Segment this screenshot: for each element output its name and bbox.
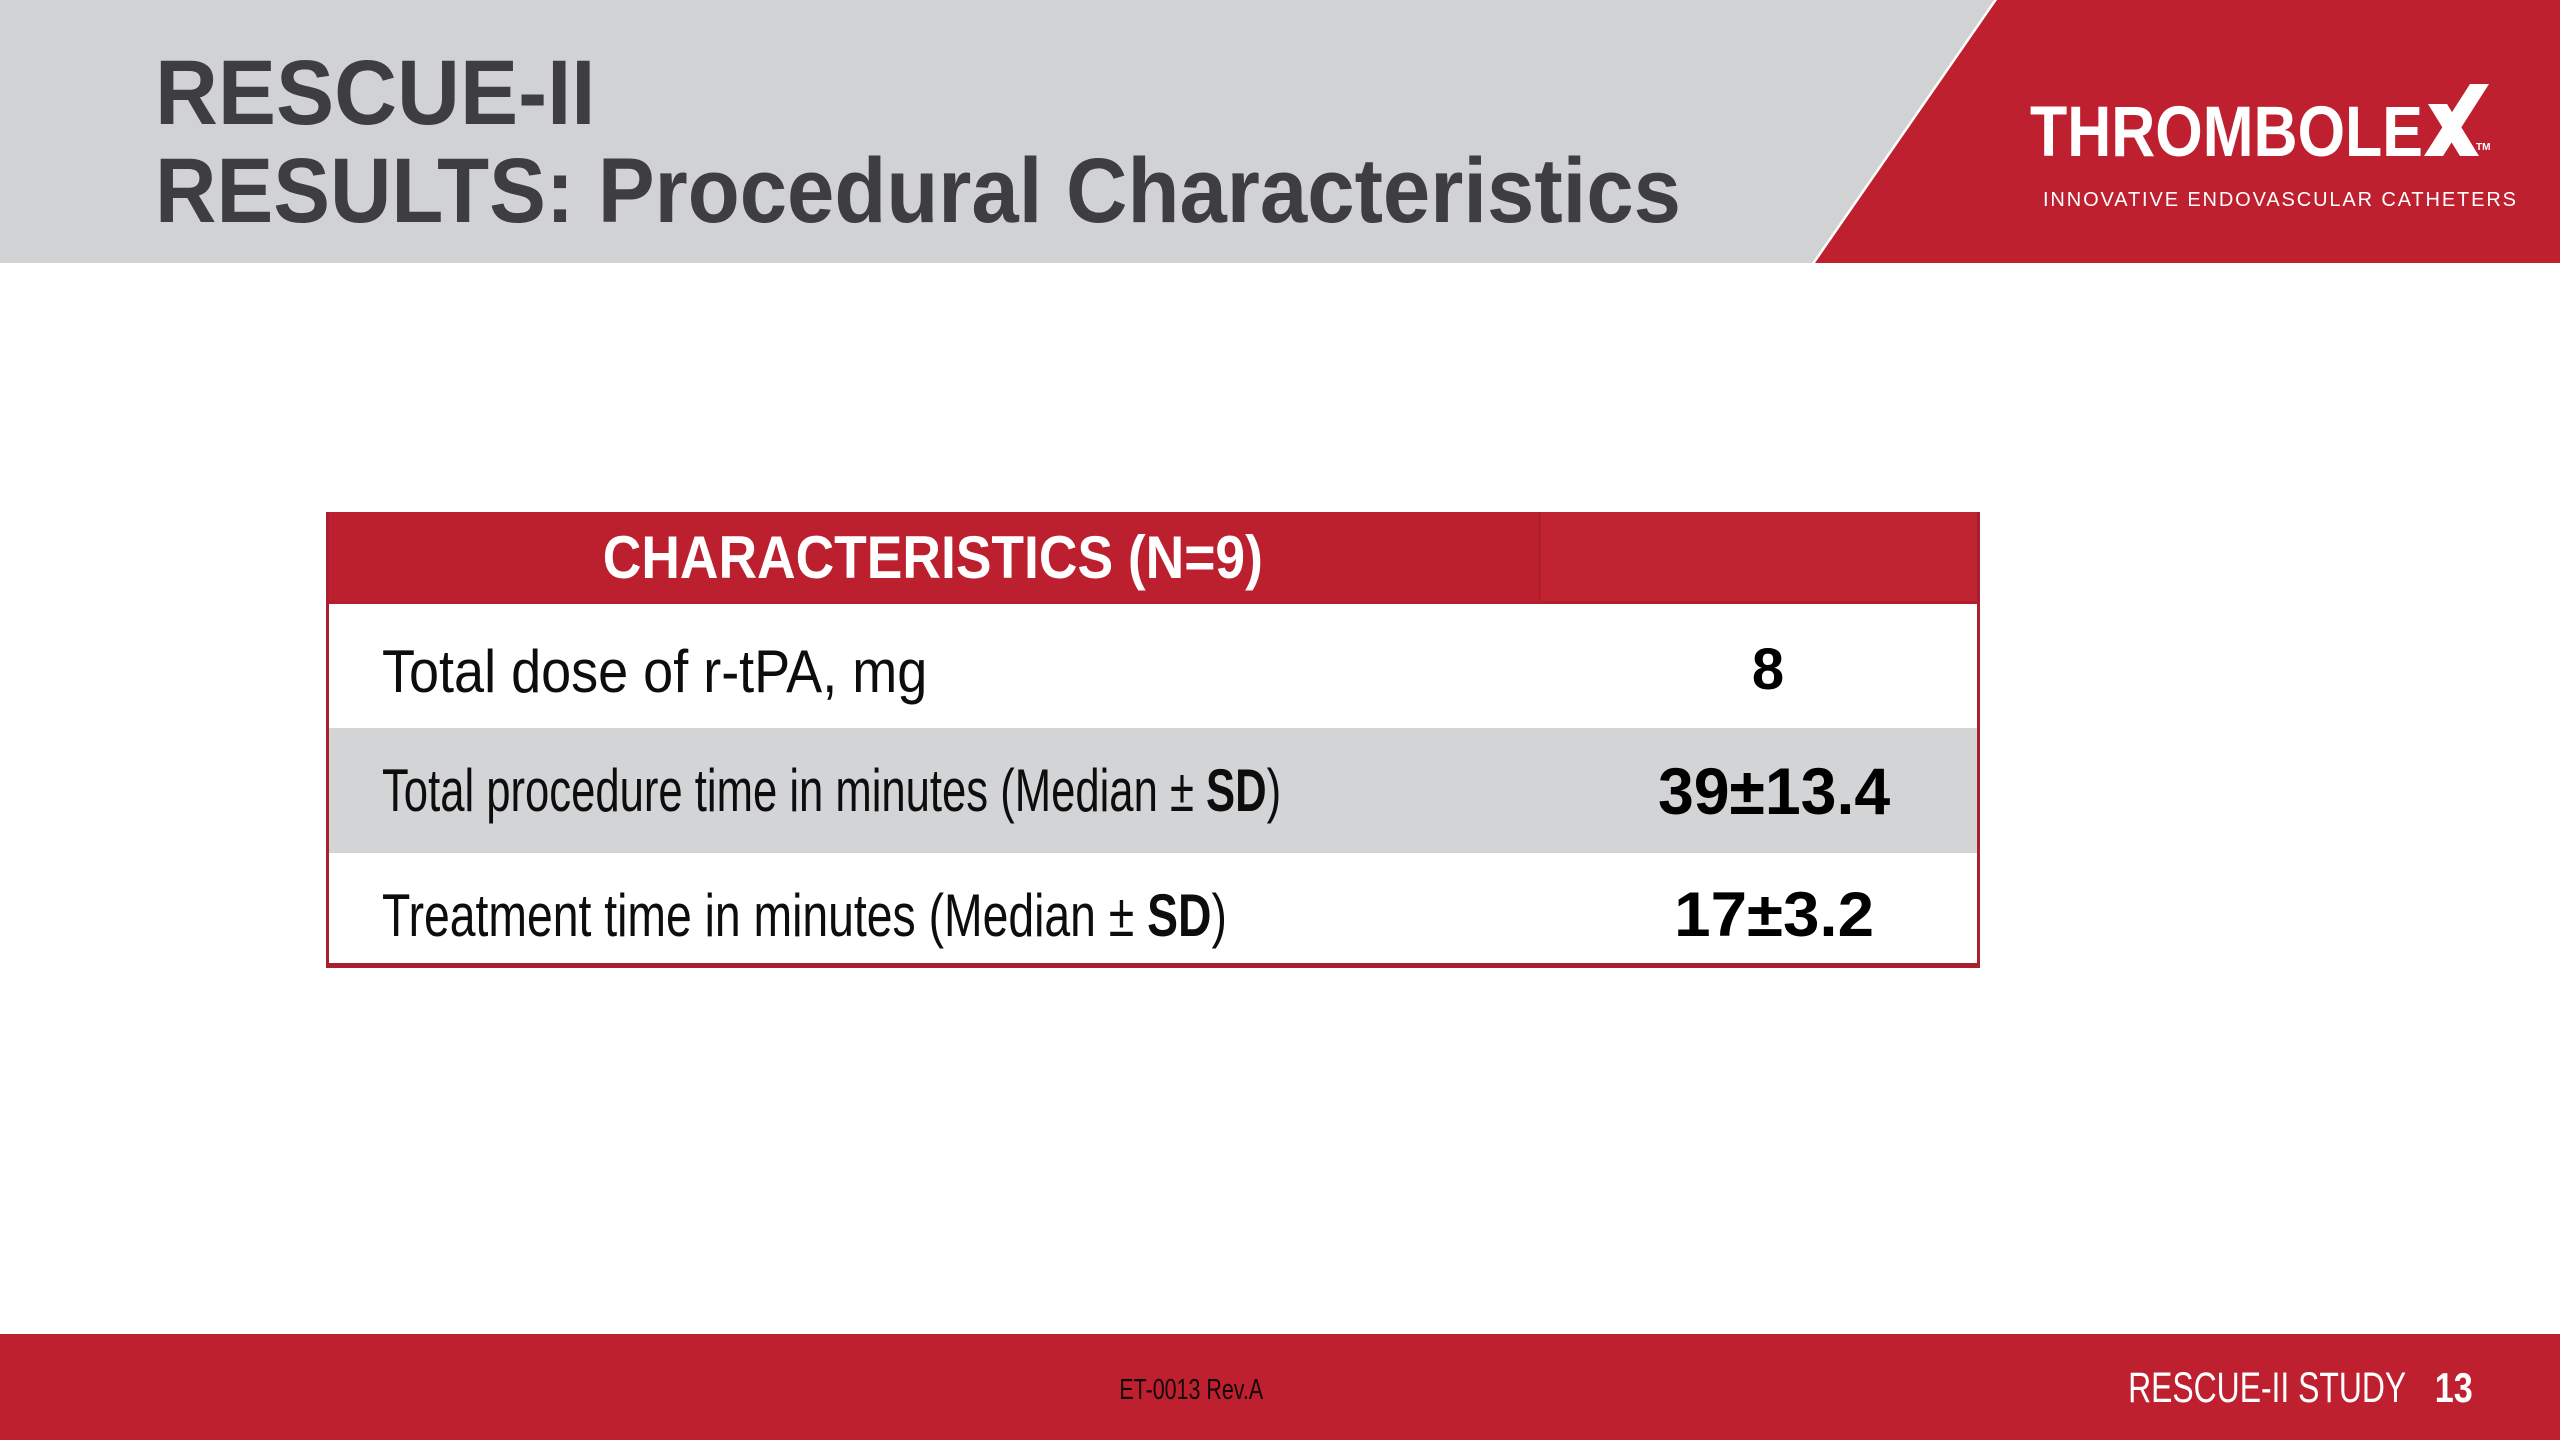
svg-text:INNOVATIVE ENDOVASCULAR CATHET: INNOVATIVE ENDOVASCULAR CATHETERS [2043, 189, 2516, 211]
svg-text:TM: TM [2476, 142, 2490, 153]
svg-text:THROMBOLE: THROMBOLE [2030, 93, 2423, 172]
